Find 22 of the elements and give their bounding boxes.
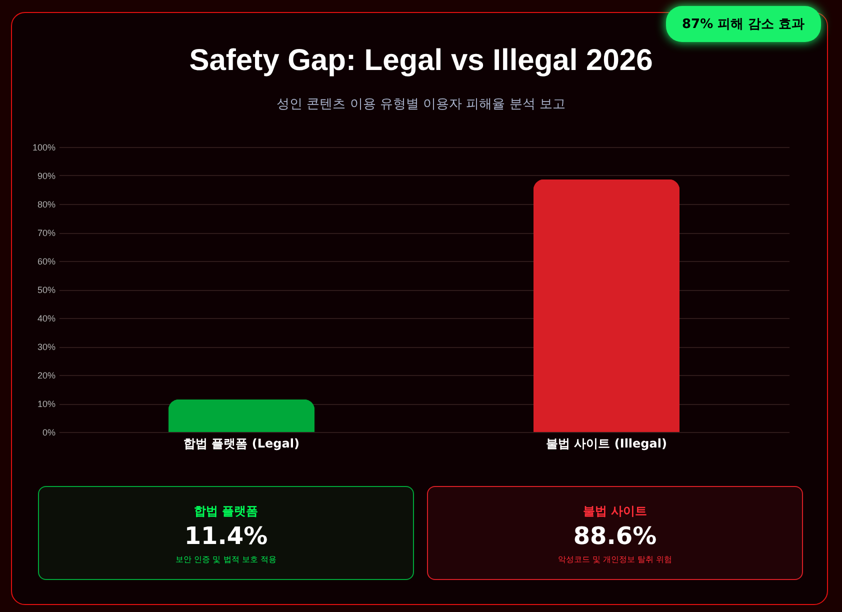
y-tick-label: 70% xyxy=(37,228,56,238)
y-tick-label: 40% xyxy=(37,314,56,324)
text: 불법 사이트 xyxy=(582,503,648,520)
y-tick-label: 100% xyxy=(32,142,56,152)
text: 88.6% xyxy=(572,522,658,550)
y-tick-label: 60% xyxy=(37,256,56,266)
chart-title: Safety Gap: Legal vs Illegal 2026 xyxy=(188,44,654,78)
text: 보안 인증 및 법적 보호 적용 xyxy=(174,554,278,565)
x-tick-label: 합법 플랫폼 (Legal) xyxy=(184,436,300,450)
y-tick-label: 80% xyxy=(37,200,56,210)
text: 11.4% xyxy=(183,522,269,550)
text: 악성코드 및 개인정보 탈취 위험 xyxy=(556,554,674,565)
x-tick-label: 불법 사이트 (Illegal) xyxy=(546,436,667,450)
y-tick-label: 20% xyxy=(37,370,56,380)
chart-subtitle: 성인 콘텐츠 이용 유형별 이용자 피해율 분석 보고 xyxy=(276,96,566,113)
text: 합법 플랫폼 xyxy=(192,503,260,520)
y-tick-label: 0% xyxy=(42,428,56,438)
y-tick-label: 90% xyxy=(37,171,56,181)
y-tick-label: 30% xyxy=(37,342,56,352)
text: 87% 피해 감소 효과 xyxy=(666,6,821,42)
y-tick-label: 50% xyxy=(37,285,56,295)
y-tick-label: 10% xyxy=(37,399,56,409)
